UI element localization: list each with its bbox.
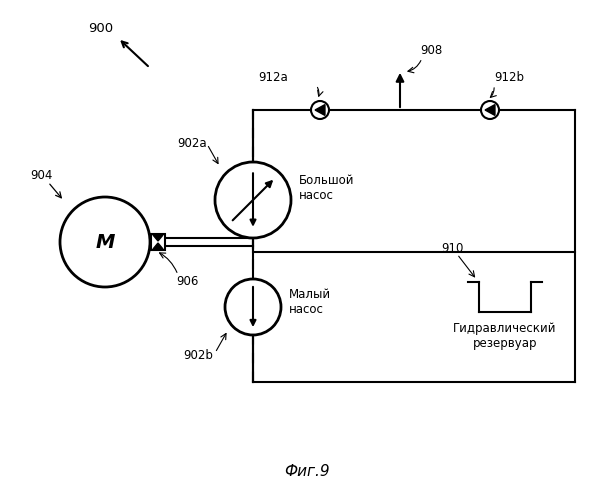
Text: 912b: 912b bbox=[494, 71, 524, 84]
Polygon shape bbox=[153, 235, 163, 241]
Text: Фиг.9: Фиг.9 bbox=[284, 464, 330, 479]
Polygon shape bbox=[153, 243, 163, 249]
Text: Малый
насос: Малый насос bbox=[289, 288, 331, 316]
Text: 912a: 912a bbox=[258, 71, 288, 84]
Bar bbox=[151, 234, 165, 250]
Polygon shape bbox=[485, 104, 495, 116]
Text: Гидравлический
резервуар: Гидравлический резервуар bbox=[453, 322, 557, 350]
Text: 902b: 902b bbox=[183, 349, 213, 362]
Circle shape bbox=[225, 279, 281, 335]
Text: 902a: 902a bbox=[177, 137, 207, 150]
Text: 900: 900 bbox=[88, 22, 113, 35]
Circle shape bbox=[215, 162, 291, 238]
Text: М: М bbox=[95, 232, 115, 252]
Text: 904: 904 bbox=[30, 169, 52, 182]
Circle shape bbox=[481, 101, 499, 119]
Text: 906: 906 bbox=[176, 275, 198, 288]
Text: 910: 910 bbox=[441, 242, 464, 255]
Text: Большой
насос: Большой насос bbox=[299, 174, 354, 202]
Polygon shape bbox=[315, 104, 325, 116]
Circle shape bbox=[311, 101, 329, 119]
Text: 908: 908 bbox=[420, 44, 442, 57]
